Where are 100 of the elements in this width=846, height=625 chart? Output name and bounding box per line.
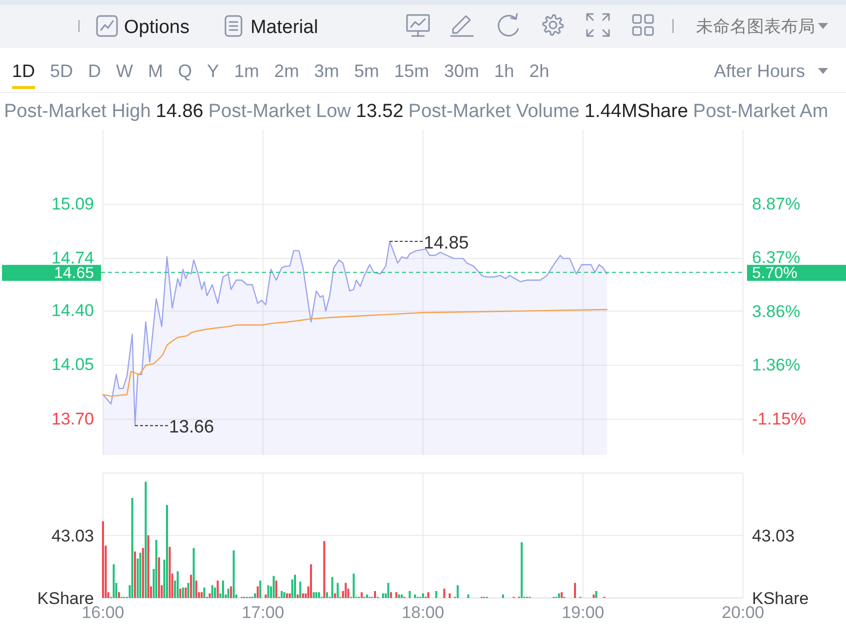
text: Post-Market Am: [693, 101, 828, 122]
bar: [176, 571, 179, 598]
bar: [448, 593, 451, 598]
y2-tick-label: 6.37%: [752, 248, 800, 267]
y-tick-label: 15.09: [51, 194, 94, 214]
bar: [502, 594, 504, 598]
bar: [211, 585, 214, 598]
bar: [264, 594, 267, 598]
bar: [102, 521, 104, 598]
bar: [344, 582, 347, 598]
bar: [318, 592, 320, 598]
text: D: [88, 61, 102, 81]
bar: [286, 593, 288, 598]
bar: [134, 552, 136, 598]
bar: [456, 585, 459, 598]
annotation: 5.70%: [752, 264, 798, 282]
text: 2m: [274, 61, 300, 81]
bar: [443, 588, 446, 598]
text: 未命名图表布局: [696, 17, 815, 36]
bar: [395, 592, 398, 598]
bar: [184, 588, 187, 598]
text: 3m: [314, 61, 340, 81]
text: 5m: [354, 61, 380, 81]
bar: [168, 546, 171, 598]
text: 1h: [494, 61, 514, 81]
y2-tick-label: 3.86%: [752, 302, 800, 321]
bar: [595, 591, 598, 598]
bar: [142, 548, 144, 598]
bar: [336, 582, 339, 598]
bar: [147, 535, 150, 598]
bar: [230, 586, 232, 598]
bar: [208, 593, 211, 598]
bar: [360, 592, 363, 598]
bar: [310, 564, 312, 598]
text: 5D: [50, 61, 74, 81]
bar: [296, 594, 299, 598]
text: Q: [178, 61, 192, 81]
text: 43.03: [51, 526, 94, 546]
x-tick-label: 16:00: [82, 603, 124, 622]
y-tick-label: 14.05: [51, 355, 94, 374]
annotation: 14.85: [424, 232, 469, 252]
y-tick-label: 14.74: [51, 248, 94, 268]
y2-tick-label: 8.87%: [752, 194, 800, 214]
bar: [427, 592, 430, 598]
ref-line-label: 14.65: [54, 264, 94, 282]
text: Post-Market Low: [208, 101, 352, 122]
x-tick-label: 17:00: [242, 603, 284, 622]
bar: [275, 580, 278, 598]
bar: [155, 540, 158, 598]
text: M: [148, 61, 164, 81]
bar: [560, 592, 563, 598]
bar: [326, 592, 328, 598]
bar: [214, 588, 216, 598]
bar: [435, 591, 438, 598]
bar: [467, 594, 470, 598]
bar: [352, 574, 355, 598]
text: 43.03: [752, 526, 795, 546]
bar: [366, 594, 368, 598]
line-series: [102, 308, 608, 397]
bar: [302, 593, 304, 598]
bar: [222, 580, 224, 598]
text: 1m: [234, 61, 260, 81]
bar: [112, 564, 115, 598]
text: 30m: [444, 61, 480, 81]
bar: [387, 582, 390, 598]
text: 14.86: [156, 101, 204, 122]
bar: [166, 505, 168, 598]
bar: [256, 586, 259, 598]
text: Post-Market High: [4, 101, 151, 122]
bar: [195, 580, 198, 598]
bar: [374, 591, 376, 598]
bar: [232, 550, 235, 598]
x-tick-label: 19:00: [562, 603, 604, 622]
bar: [414, 594, 416, 598]
bar: [254, 593, 256, 598]
bar: [592, 594, 595, 598]
text: Y: [207, 61, 220, 81]
text: 2h: [529, 61, 550, 81]
bar: [408, 591, 411, 598]
bar: [118, 592, 120, 598]
text: 1D: [12, 61, 36, 81]
text: 1.44MShare: [584, 101, 688, 122]
text: W: [116, 61, 134, 81]
bar: [280, 591, 283, 598]
annotation: 13.66: [169, 416, 214, 437]
y-tick-label: 13.70: [51, 409, 94, 428]
y2-tick-label: -1.15%: [752, 409, 806, 428]
bar: [400, 594, 403, 598]
bar: [422, 593, 424, 598]
text: Material: [250, 17, 318, 38]
bar: [192, 548, 195, 598]
bar: [182, 588, 184, 598]
y-tick-label: 14.40: [51, 301, 94, 320]
bar: [382, 593, 384, 598]
text: 15m: [394, 61, 430, 81]
bar: [312, 592, 315, 598]
bar: [558, 593, 560, 598]
bar: [398, 594, 400, 598]
text: Post-Market Volume: [408, 101, 580, 122]
bar: [294, 574, 296, 598]
